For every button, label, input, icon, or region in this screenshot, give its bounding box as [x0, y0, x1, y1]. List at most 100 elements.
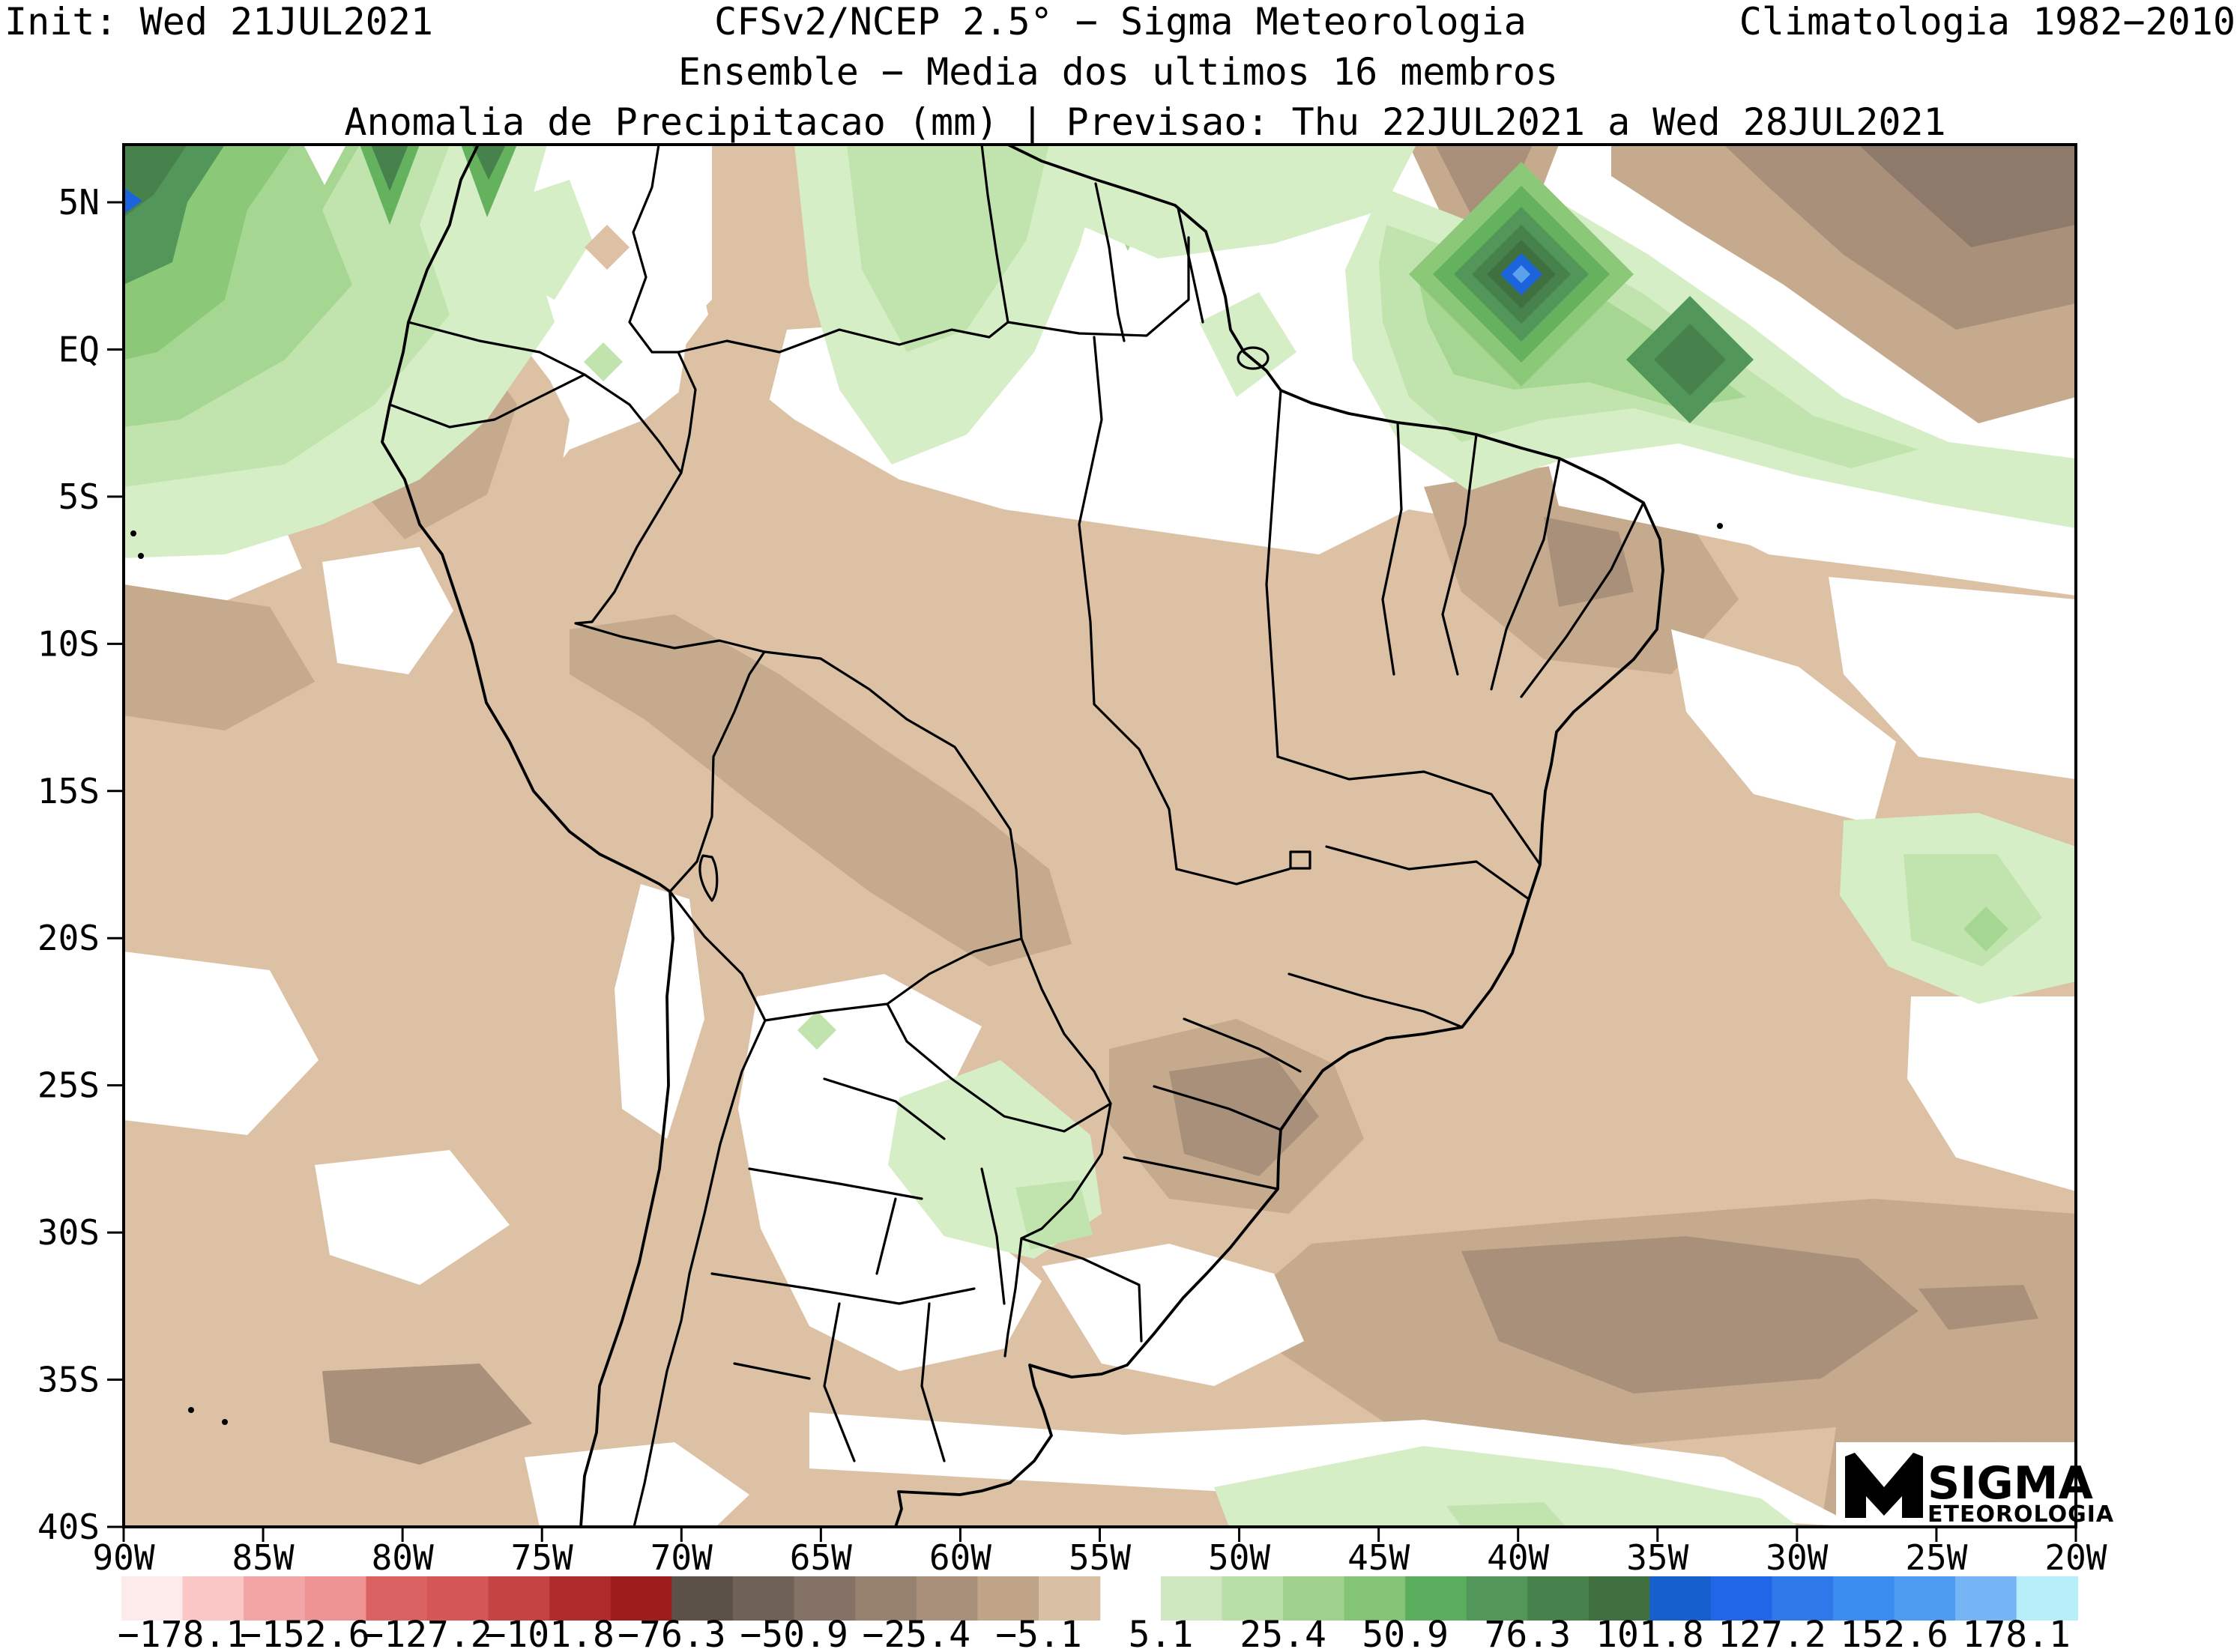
fill-region — [797, 1011, 836, 1050]
border-line — [1003, 1237, 1023, 1358]
fill-region — [1214, 1446, 1799, 1527]
border-line — [823, 1077, 946, 1140]
lon-tick-label: 25W — [1905, 1537, 1967, 1578]
border-line — [733, 1362, 811, 1380]
island-dot — [138, 553, 144, 559]
lon-tick-label: 45W — [1347, 1537, 1410, 1578]
atlantic-coastline — [894, 145, 1664, 1527]
colorbar-segment — [794, 1576, 856, 1621]
colorbar-segment — [366, 1576, 428, 1621]
fill-region — [124, 951, 319, 1135]
lat-tick-label: 30S — [37, 1212, 100, 1253]
fill-region — [525, 1442, 749, 1527]
border-line — [1276, 755, 1542, 866]
border-line — [1287, 972, 1464, 1029]
fill-region — [1435, 145, 1533, 247]
logo-line2: ETEOROLOGIA — [1927, 1501, 2114, 1528]
fill-region — [1904, 854, 2042, 966]
logo: SIGMA ETEOROLOGIA — [1836, 1442, 2114, 1528]
fill-region — [1169, 1056, 1319, 1176]
fill-region — [1199, 292, 1296, 397]
colorbar-edge-label: −76.3 — [618, 1614, 726, 1652]
latitude-axis: 5N EQ 5S 10S 15S 20S 25S 30S 35S 40S — [37, 182, 124, 1547]
border-line — [1490, 457, 1561, 691]
colorbar-segment — [1161, 1576, 1223, 1621]
fill-region — [1859, 145, 2076, 247]
variable-label: Anomalia de Precipitacao (mm) | Previsao… — [344, 100, 1945, 144]
colorbar-segment — [1649, 1576, 1712, 1621]
island-dot — [1717, 523, 1723, 529]
lake-titicaca — [698, 854, 719, 902]
border-line — [980, 145, 1009, 324]
border-line — [1020, 1102, 1143, 1343]
fill-region — [615, 884, 704, 1139]
colorbar: −178.1−152.6−127.2−101.8 −76.3 −50.9 −25.4−… — [118, 1576, 2078, 1652]
colorbar-segment — [977, 1576, 1039, 1621]
fill-region — [1671, 629, 1896, 824]
fill-region — [124, 584, 315, 730]
sigma-m-monogram-icon — [1845, 1453, 1923, 1518]
colorbar-segment — [733, 1576, 795, 1621]
border-line — [633, 1019, 767, 1527]
fill-region — [738, 974, 1042, 1371]
colorbar-edge-label: −5.1 — [995, 1614, 1082, 1652]
ensemble-label: Ensemble − Media dos ultimos 16 membros — [678, 50, 1558, 94]
colorbar-segment — [549, 1576, 612, 1621]
border-line — [1441, 433, 1478, 676]
fill-region — [304, 145, 346, 185]
border-line — [1175, 868, 1290, 886]
fill-region — [1446, 1502, 1566, 1527]
lat-tick-label: 5S — [58, 476, 100, 517]
lon-tick-label: 65W — [790, 1537, 852, 1578]
island-dot — [130, 530, 136, 536]
colorbar-segment — [244, 1576, 306, 1621]
fill-region — [472, 145, 506, 180]
fill-region — [1919, 1285, 2038, 1330]
colorbar-segment — [1405, 1576, 1467, 1621]
marajo-island — [1237, 346, 1270, 370]
border-line — [1520, 501, 1645, 698]
border-line — [980, 1167, 1006, 1305]
lat-tick-label: EQ — [58, 329, 100, 369]
lat-tick-label: 5N — [58, 182, 100, 223]
map-fill-layers — [124, 145, 2076, 1527]
colorbar-edge-label: −127.2 — [362, 1614, 492, 1652]
colorbar-edge-label: 50.9 — [1362, 1614, 1449, 1652]
border-line — [710, 1272, 976, 1305]
colorbar-segment — [1344, 1576, 1406, 1621]
colorbar-edge-label: −152.6 — [240, 1614, 369, 1652]
pacific-coastline — [381, 145, 674, 1527]
border-line — [920, 1302, 946, 1462]
colorbar-edge-label: 76.3 — [1485, 1614, 1572, 1652]
model-label: CFSv2/NCEP 2.5° − Sigma Meteorologia — [714, 0, 1527, 43]
fill-region — [1042, 1244, 1304, 1386]
border-line — [668, 890, 1023, 1022]
lat-tick-label: 40S — [37, 1507, 100, 1547]
colorbar-segment — [1466, 1576, 1528, 1621]
colorbar-segment — [1894, 1576, 1956, 1621]
border-line — [1325, 845, 1530, 901]
border-line — [1289, 850, 1311, 870]
border-line — [748, 1167, 923, 1200]
lon-tick-label: 50W — [1208, 1537, 1270, 1578]
lat-tick-label: 10S — [37, 623, 100, 664]
colorbar-edge-label: 25.4 — [1240, 1614, 1326, 1652]
header: Init: Wed 21JUL2021 CFSv2/NCEP 2.5° − Si… — [4, 0, 2236, 144]
colorbar-segment — [2016, 1576, 2078, 1621]
border-line — [823, 1302, 856, 1462]
border-line — [1381, 421, 1403, 676]
fill-region — [461, 145, 517, 217]
colorbar-segment — [182, 1576, 244, 1621]
island-dot — [188, 1407, 194, 1413]
fill-region — [315, 1150, 510, 1285]
colorbar-segment — [304, 1576, 367, 1621]
lon-tick-label: 80W — [372, 1537, 434, 1578]
lat-tick-label: 25S — [37, 1065, 100, 1106]
border-line — [668, 650, 766, 893]
init-label: Init: Wed 21JUL2021 — [4, 0, 433, 43]
colorbar-segment — [488, 1576, 550, 1621]
border-line — [1153, 1085, 1282, 1131]
colorbar-segment — [610, 1576, 673, 1621]
